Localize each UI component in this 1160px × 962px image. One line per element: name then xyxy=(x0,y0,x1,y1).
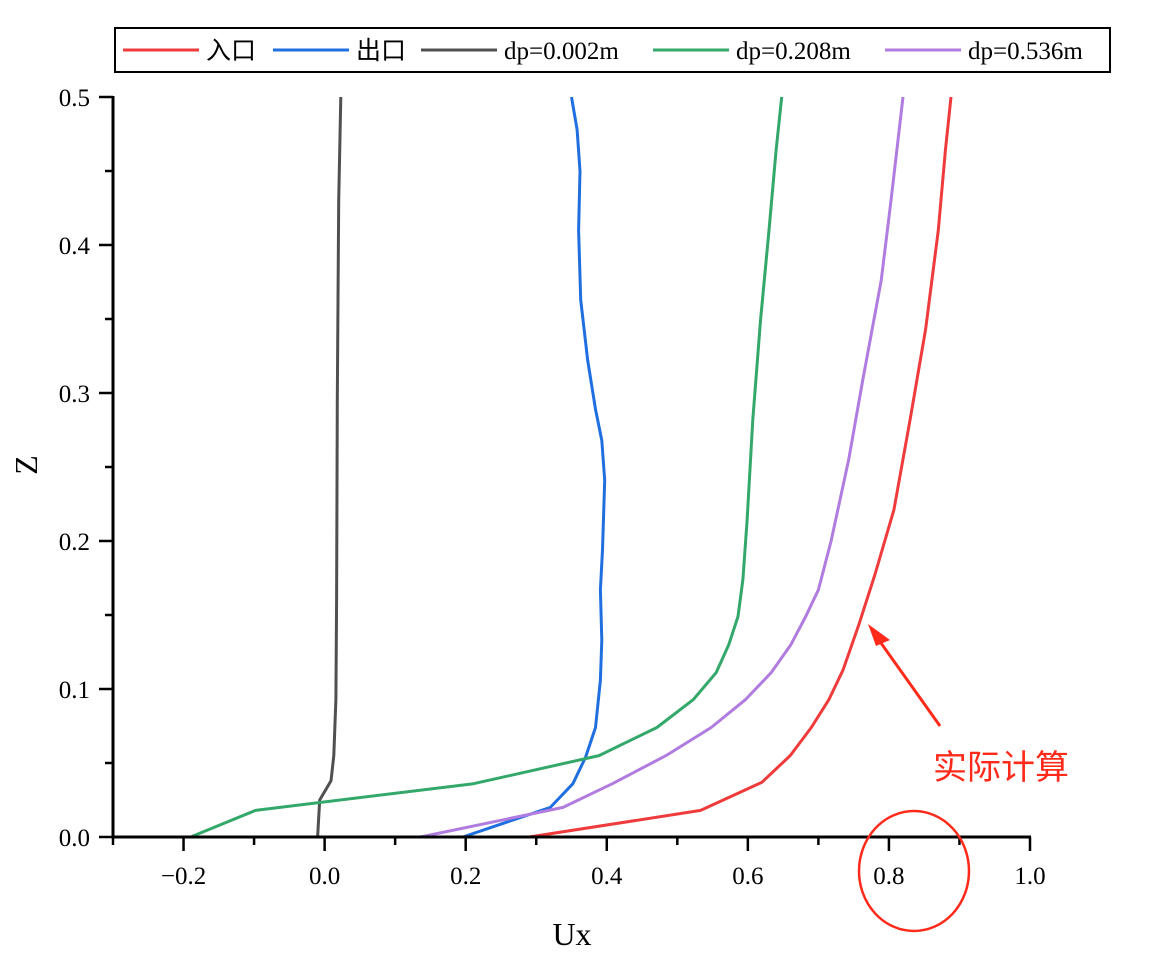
annotation-ellipse xyxy=(857,809,971,933)
legend-label: dp=0.536m xyxy=(968,38,1083,65)
series-layer xyxy=(190,96,953,839)
y-tick-label: 0.5 xyxy=(59,85,90,112)
x-tick-label: 0.4 xyxy=(591,863,623,890)
annotation-arrow-shaft xyxy=(874,635,942,727)
x-tick-label: 0.8 xyxy=(873,863,904,890)
x-tick-label: 0.6 xyxy=(732,863,763,890)
legend: 入口 出口 dp=0.002m dp=0.208m dp=0.536m xyxy=(114,27,1111,73)
series-line-0 xyxy=(528,96,953,839)
annotation-arrow-head-icon xyxy=(868,624,890,646)
legend-item: 出口 xyxy=(273,37,406,65)
legend-label: dp=0.208m xyxy=(736,38,851,65)
y-tick-label: 0.1 xyxy=(59,677,90,704)
y-tick-label: 0.4 xyxy=(59,233,91,260)
x-tick-label: 0.0 xyxy=(309,863,340,890)
legend-label: dp=0.002m xyxy=(504,38,619,65)
ticks-layer: −0.2 0.0 0.2 0.4 0.6 0.8 1.0 0.0 0.1 0.2 0.3 0.4 0.5 xyxy=(59,85,1046,890)
y-tick-label: 0.3 xyxy=(59,381,90,408)
y-axis-title: Z xyxy=(8,455,44,475)
legend-label: 出口 xyxy=(356,37,406,65)
y-tick-label: 0.0 xyxy=(59,825,90,852)
series-line-3 xyxy=(190,96,784,839)
axes-layer xyxy=(111,96,1031,839)
y-tick-label: 0.2 xyxy=(59,529,90,556)
x-axis-title: Ux xyxy=(552,916,591,952)
legend-item: dp=0.002m xyxy=(421,38,619,65)
annotation-text: 实际计算 xyxy=(933,748,1069,788)
annotation: 实际计算 xyxy=(857,624,1069,933)
legend-item: dp=0.208m xyxy=(653,38,851,65)
x-tick-label: −0.2 xyxy=(161,863,206,890)
legend-item: 入口 xyxy=(123,38,256,65)
x-tick-label: 1.0 xyxy=(1014,863,1045,890)
series-line-2 xyxy=(316,96,343,838)
series-line-4 xyxy=(420,96,905,839)
legend-label: 入口 xyxy=(206,38,256,65)
series-line-1 xyxy=(462,96,607,839)
legend-item: dp=0.536m xyxy=(885,38,1083,65)
x-tick-label: 0.2 xyxy=(450,863,481,890)
